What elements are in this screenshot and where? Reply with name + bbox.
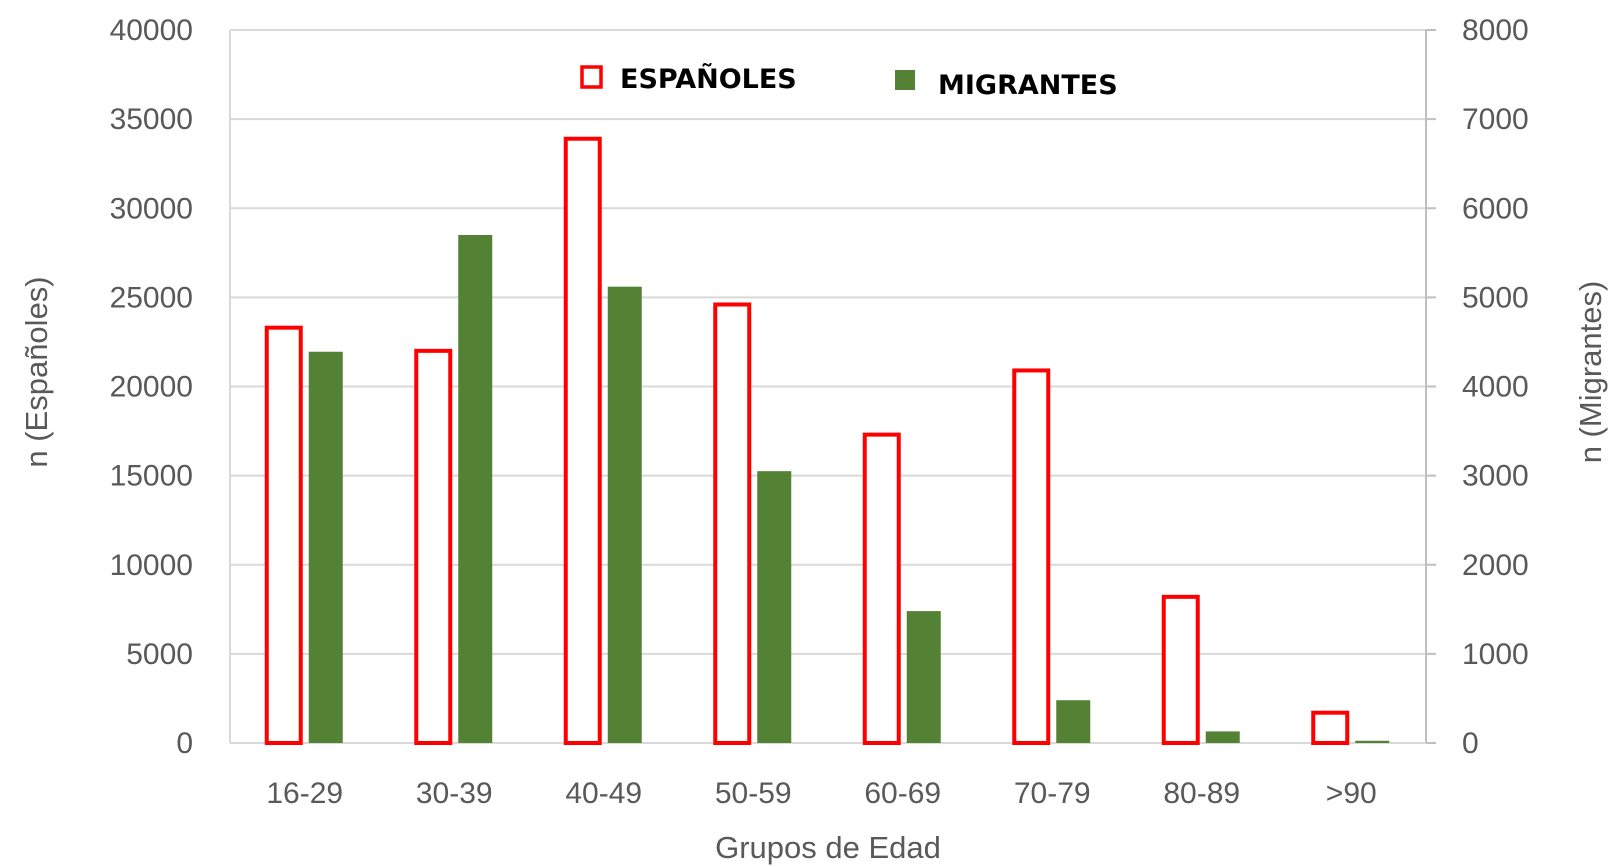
x-axis-title: Grupos de Edad: [715, 830, 941, 865]
y-right-tick-label: 4000: [1462, 371, 1529, 404]
y-left-tick-label: 5000: [126, 638, 193, 671]
legend-label-migrantes: MIGRANTES: [938, 70, 1118, 101]
legend: ESPAÑOLES MIGRANTES: [580, 63, 1118, 101]
y-right-tick-label: 1000: [1462, 638, 1529, 671]
bar-migrantes: [607, 286, 642, 743]
x-tick-label: 80-89: [1163, 777, 1240, 810]
y-right-tick-label: 5000: [1462, 281, 1529, 314]
y-left-tick-label: 40000: [110, 14, 193, 47]
legend-swatch-espanoles: [580, 65, 603, 89]
bars: [264, 136, 1390, 746]
y-right-tick-label: 7000: [1462, 103, 1529, 136]
gridlines: [230, 29, 1426, 655]
x-tick-label: 40-49: [565, 777, 642, 810]
bar-migrantes: [757, 471, 792, 743]
y-left-tick-label: 15000: [110, 460, 193, 493]
x-tick-label: 60-69: [864, 777, 941, 810]
bar-espanoles: [1161, 594, 1200, 746]
x-tick-label: 50-59: [715, 777, 792, 810]
y-left-tick-label: 25000: [110, 281, 193, 314]
bar-espanoles: [414, 348, 453, 745]
y-right-tick-label: 2000: [1462, 549, 1529, 582]
legend-swatch-migrantes: [895, 70, 915, 90]
bar-migrantes: [1355, 740, 1390, 743]
y-left-tick-label: 30000: [110, 192, 193, 225]
bar-migrantes: [308, 351, 343, 743]
bar-migrantes: [906, 611, 941, 743]
bar-migrantes: [1205, 731, 1240, 743]
x-tick-label: 30-39: [416, 777, 493, 810]
bar-espanoles: [862, 432, 901, 745]
x-tick-label: >90: [1326, 777, 1377, 810]
y-axis-right-title: n (Migrantes): [1573, 281, 1608, 464]
y-left-tick-label: 0: [176, 727, 193, 760]
y-right-tick-label: 8000: [1462, 14, 1529, 47]
y-axis-left-title: n (Españoles): [19, 276, 54, 467]
y-right-tick-label: 6000: [1462, 192, 1529, 225]
bar-espanoles: [264, 325, 303, 745]
bar-espanoles: [713, 302, 752, 745]
y-right-tick-label: 3000: [1462, 460, 1529, 493]
bar-espanoles: [1012, 368, 1051, 745]
y-left-tick-label: 35000: [110, 103, 193, 136]
y-right-tick-label: 0: [1462, 727, 1479, 760]
y-left-tick-label: 20000: [110, 371, 193, 404]
tick-labels: 0500010000150002000025000300003500040000…: [110, 14, 1529, 810]
y-left-tick-label: 10000: [110, 549, 193, 582]
bar-migrantes: [458, 234, 493, 744]
bar-migrantes: [1056, 700, 1091, 743]
x-tick-label: 16-29: [266, 777, 343, 810]
legend-label-espanoles: ESPAÑOLES: [620, 63, 797, 95]
bar-espanoles: [563, 136, 602, 746]
x-tick-label: 70-79: [1014, 777, 1091, 810]
bar-espanoles: [1311, 710, 1350, 746]
